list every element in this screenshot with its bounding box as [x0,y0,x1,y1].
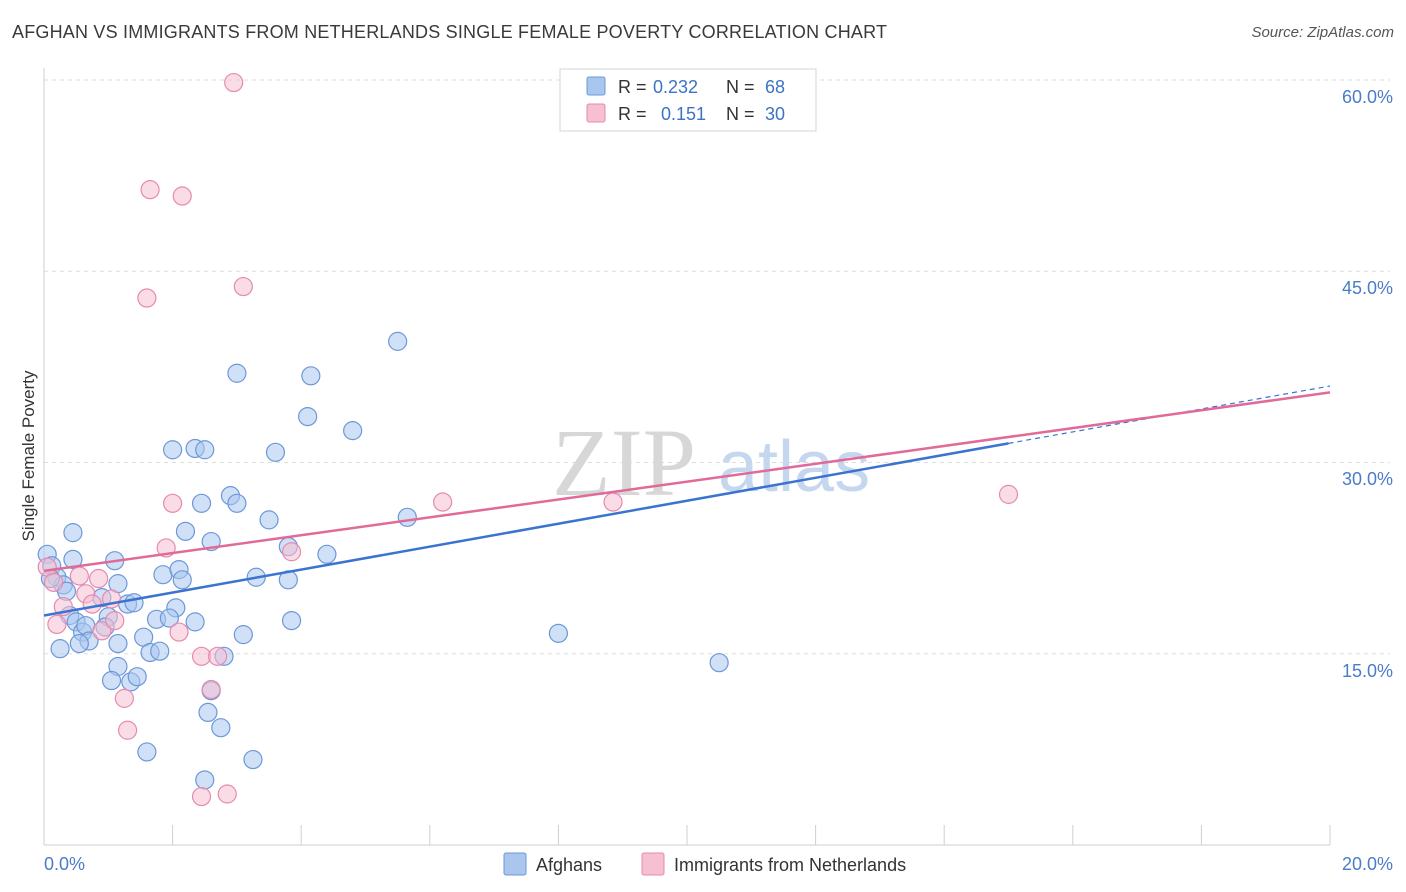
afghans-point-67 [124,593,144,613]
legend-swatch-afghans [586,76,606,96]
netherlands-point-22 [217,784,237,804]
x-tick-label-max: 20.0% [1342,854,1393,874]
afghans-point-29 [150,641,170,661]
afghans-point-55 [343,421,363,441]
bottom-legend-swatch-netherlands [641,852,665,876]
trend-lines [43,385,1331,617]
afghans-point-56 [388,331,408,351]
netherlands-point-15 [163,493,183,513]
netherlands-point-26 [433,492,453,512]
afghans-trend-line [43,442,1009,617]
afghans-point-13 [69,633,89,654]
afghans-point-23 [101,670,122,691]
netherlands-point-21 [191,786,212,807]
netherlands-point-19 [201,679,221,700]
legend-n-value-netherlands: 30 [765,104,785,124]
netherlands-point-24 [233,276,253,297]
afghans-point-41 [211,718,231,738]
chart-title: AFGHAN VS IMMIGRANTS FROM NETHERLANDS SI… [12,22,888,42]
afghans-point-48 [265,442,286,462]
legend-n-label-afghans: N = [726,77,755,97]
source-label: Source: ZipAtlas.com [1251,24,1394,41]
afghans-point-47 [259,510,279,530]
afghans-point-60 [195,440,215,460]
afghans-point-65 [548,623,569,643]
netherlands-point-13 [140,180,160,200]
afghans-point-50 [281,610,302,631]
netherlands-point-27 [603,492,623,512]
correlation-legend: R = 0.232 N = 68 R = 0.151 N = 30 [559,68,817,132]
afghans-point-62 [137,742,157,762]
afghans-point-6 [63,549,83,570]
legend-r-value-netherlands: 0.151 [661,104,706,124]
afghans-point-21 [108,633,128,654]
netherlands-point-25 [281,542,302,562]
y-tick-label-30: 30.0% [1342,469,1393,489]
afghans-point-34 [159,608,179,628]
legend-r-value-afghans: 0.232 [653,77,698,97]
afghans-point-35 [185,612,205,632]
legend-r-label-afghans: R = [618,77,647,97]
netherlands-point-6 [89,568,109,589]
afghans-point-14 [50,639,70,659]
afghans-point-32 [172,570,192,590]
afghans-point-61 [227,363,247,383]
netherlands-point-12 [137,288,157,308]
bottom-legend-label-netherlands: Immigrants from Netherlands [674,855,906,875]
netherlands-point-11 [117,720,138,740]
watermark-zip: ZIP [552,409,696,516]
legend-r-label-netherlands: R = [618,104,647,124]
netherlands-point-1 [44,572,64,592]
legend-n-label-netherlands: N = [726,104,755,124]
series-legend: Afghans Immigrants from Netherlands [503,852,906,876]
afghans-point-53 [301,366,321,386]
y-tick-label-60: 60.0% [1342,87,1393,107]
netherlands-point-20 [208,646,228,666]
y-axis-label: Single Female Poverty [19,370,38,542]
afghans-point-5 [63,523,83,543]
netherlands-point-10 [114,688,134,708]
afghans-point-45 [233,625,253,645]
afghans-point-63 [195,770,215,790]
netherlands-point-18 [191,646,212,666]
netherlands-point-29 [82,594,102,614]
axes [43,68,1331,846]
netherlands-point-2 [47,614,67,635]
netherlands-point-17 [169,622,189,642]
netherlands-point-9 [105,610,125,631]
y-tick-label-15: 15.0% [1342,661,1393,681]
netherlands-point-4 [69,566,89,586]
netherlands-point-14 [172,186,192,206]
netherlands-point-23 [224,72,244,93]
afghans-point-37 [191,493,212,513]
afghans-point-36 [175,521,196,541]
afghans-point-58 [163,440,183,460]
netherlands-trend-line [43,391,1331,573]
afghans-point-57 [397,507,417,527]
netherlands-point-28 [998,484,1019,504]
bottom-legend-swatch-afghans [503,852,527,876]
afghans-point-30 [153,565,173,585]
legend-swatch-netherlands [586,103,606,123]
afghans-point-40 [198,702,218,723]
x-tick-label-min: 0.0% [44,854,85,874]
grid-lines [44,79,1390,655]
afghans-point-66 [709,653,729,673]
legend-n-value-afghans: 68 [765,77,785,97]
netherlands-point-7 [92,621,112,641]
y-tick-label-45: 45.0% [1342,278,1393,298]
scatter-points [37,72,1019,807]
afghans-point-25 [127,667,147,687]
afghans-point-52 [298,407,318,427]
bottom-legend-label-afghans: Afghans [536,855,602,875]
afghans-point-54 [317,544,337,564]
afghans-point-44 [227,493,247,513]
afghans-point-64 [243,749,263,770]
